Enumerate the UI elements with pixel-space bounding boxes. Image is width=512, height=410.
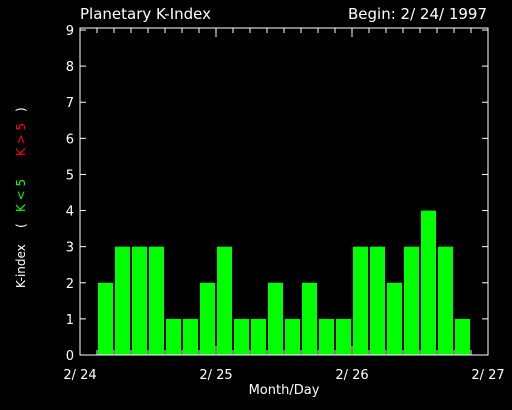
y-tick-label: 7 — [66, 96, 74, 111]
bar — [234, 318, 249, 355]
bar — [404, 246, 419, 355]
y-tick-label: 4 — [66, 205, 74, 220]
bar — [438, 246, 453, 355]
bar — [251, 318, 266, 355]
bar — [268, 282, 283, 355]
bar — [421, 210, 436, 355]
bar — [336, 318, 351, 355]
x-axis-label: Month/Day — [249, 383, 320, 398]
y-axis-label-group: K-index ( K < 5 K > 5 ) — [14, 107, 28, 288]
y-tick-label: 9 — [66, 24, 74, 39]
bar — [115, 246, 130, 355]
bar — [183, 318, 198, 355]
x-tick-label: 2/ 25 — [199, 368, 232, 383]
bar — [166, 318, 181, 355]
x-tick-label: 2/ 24 — [63, 368, 96, 383]
bar — [149, 246, 164, 355]
y-axis-label-close-paren: ) — [14, 107, 28, 112]
bar — [98, 282, 113, 355]
bar — [319, 318, 334, 355]
bar — [387, 282, 402, 355]
y-tick-label: 6 — [66, 132, 74, 147]
y-tick-label: 1 — [66, 313, 74, 328]
y-tick-label: 0 — [66, 349, 74, 364]
y-tick-label: 3 — [66, 241, 74, 256]
chart-title: Planetary K-Index — [80, 5, 211, 23]
begin-date-label: Begin: 2/ 24/ 1997 — [348, 5, 487, 23]
bar — [353, 246, 368, 355]
x-tick-label: 2/ 27 — [471, 368, 504, 383]
y-axis-label-storm: K > 5 — [14, 123, 28, 156]
y-axis-label-normal: K < 5 — [14, 179, 28, 212]
y-tick-label: 8 — [66, 60, 74, 75]
bar — [285, 318, 300, 355]
y-tick-label: 5 — [66, 168, 74, 183]
y-axis-label: K-index — [14, 244, 28, 288]
bar — [455, 318, 470, 355]
bar — [200, 282, 215, 355]
bar — [370, 246, 385, 355]
x-tick-label: 2/ 26 — [335, 368, 368, 383]
bar — [132, 246, 147, 355]
y-axis-label-open-paren: ( — [14, 223, 28, 228]
plot-frame — [79, 27, 489, 356]
bar — [302, 282, 317, 355]
bar — [217, 246, 232, 355]
bars-group — [98, 210, 470, 355]
ticks-group: 0 1 2 3 4 5 6 7 8 9 2/ 24 2/ 25 2/ 26 2/ 27 — [63, 24, 504, 383]
y-tick-label: 2 — [66, 277, 74, 292]
